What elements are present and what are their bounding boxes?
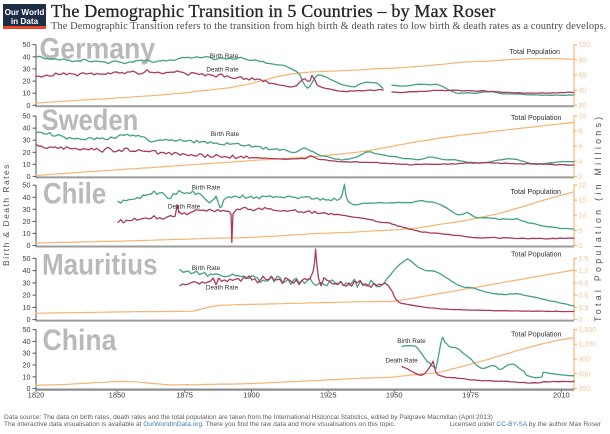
svg-text:2: 2: [579, 174, 583, 181]
svg-text:0: 0: [27, 384, 31, 393]
svg-text:Birth Rate: Birth Rate: [211, 131, 240, 138]
svg-text:0: 0: [27, 172, 31, 181]
svg-text:Death Rate: Death Rate: [168, 204, 201, 211]
svg-text:50: 50: [23, 40, 31, 49]
svg-text:4: 4: [579, 159, 583, 166]
svg-text:1850: 1850: [109, 391, 126, 400]
svg-text:0: 0: [27, 101, 31, 110]
svg-text:Total Population: Total Population: [511, 188, 562, 196]
svg-text:60: 60: [579, 73, 587, 80]
svg-text:Total Population: Total Population: [511, 114, 562, 122]
svg-text:1820: 1820: [28, 391, 45, 400]
svg-text:Birth Rate: Birth Rate: [192, 185, 221, 192]
svg-text:40: 40: [23, 337, 31, 346]
svg-text:Birth Rate: Birth Rate: [210, 53, 239, 60]
svg-text:1925: 1925: [320, 391, 337, 400]
svg-text:30: 30: [23, 349, 31, 358]
svg-text:10: 10: [579, 113, 587, 120]
svg-text:40: 40: [23, 52, 31, 61]
svg-text:30: 30: [23, 205, 31, 214]
svg-text:50: 50: [23, 112, 31, 121]
svg-text:40: 40: [579, 88, 587, 95]
svg-text:20: 20: [23, 77, 31, 86]
svg-text:40: 40: [23, 266, 31, 275]
svg-text:1975: 1975: [462, 391, 479, 400]
svg-text:Death Rate: Death Rate: [385, 358, 418, 365]
svg-text:0.6: 0.6: [579, 293, 589, 300]
svg-text:Sweden: Sweden: [42, 104, 139, 137]
svg-text:20: 20: [579, 103, 587, 110]
svg-text:Total Population (in Millions): Total Population (in Millions): [593, 117, 603, 322]
svg-text:10: 10: [23, 89, 31, 98]
svg-text:80: 80: [579, 57, 587, 64]
svg-text:10: 10: [579, 213, 587, 220]
svg-text:30: 30: [23, 64, 31, 73]
svg-text:50: 50: [23, 181, 31, 190]
svg-text:2010: 2010: [553, 391, 570, 400]
svg-text:20: 20: [579, 183, 587, 190]
svg-text:30: 30: [23, 278, 31, 287]
svg-text:300: 300: [579, 386, 591, 393]
svg-text:Birth Rate: Birth Rate: [192, 265, 221, 272]
svg-text:0: 0: [579, 317, 583, 324]
svg-text:China: China: [43, 324, 117, 357]
svg-text:5: 5: [579, 228, 583, 235]
svg-text:20: 20: [23, 148, 31, 157]
svg-text:40: 40: [23, 193, 31, 202]
svg-text:10: 10: [23, 303, 31, 312]
svg-text:20: 20: [23, 291, 31, 300]
svg-text:10: 10: [23, 229, 31, 238]
svg-text:0: 0: [579, 243, 583, 250]
svg-text:Mauritius: Mauritius: [42, 248, 158, 281]
svg-text:6: 6: [579, 144, 583, 151]
svg-text:40: 40: [23, 124, 31, 133]
svg-text:10: 10: [23, 160, 31, 169]
svg-text:1900: 1900: [243, 391, 260, 400]
svg-text:1,200: 1,200: [579, 342, 597, 349]
svg-text:0.3: 0.3: [579, 305, 589, 312]
svg-text:Total Population: Total Population: [510, 48, 561, 56]
svg-text:50: 50: [23, 254, 31, 263]
svg-text:Birth Rate: Birth Rate: [397, 338, 426, 345]
svg-text:50: 50: [23, 325, 31, 334]
svg-text:Birth & Death Rates: Birth & Death Rates: [1, 165, 11, 266]
svg-text:1875: 1875: [176, 391, 193, 400]
svg-text:1,500: 1,500: [579, 327, 597, 334]
svg-text:15: 15: [579, 198, 587, 205]
svg-text:1.5: 1.5: [579, 256, 589, 263]
svg-text:Chile: Chile: [43, 177, 106, 210]
svg-text:600: 600: [579, 371, 591, 378]
svg-text:1.2: 1.2: [579, 268, 589, 275]
svg-text:Death Rate: Death Rate: [206, 67, 239, 74]
svg-text:0: 0: [27, 241, 31, 250]
svg-text:1950: 1950: [386, 391, 403, 400]
svg-text:8: 8: [579, 128, 583, 135]
svg-text:100: 100: [579, 42, 591, 49]
svg-text:0.9: 0.9: [579, 280, 589, 287]
svg-text:900: 900: [579, 357, 591, 364]
svg-text:Total Population: Total Population: [511, 330, 562, 338]
svg-text:10: 10: [23, 372, 31, 381]
svg-text:0: 0: [27, 315, 31, 324]
svg-text:20: 20: [23, 217, 31, 226]
svg-text:20: 20: [23, 361, 31, 370]
svg-text:Death Rate: Death Rate: [206, 285, 239, 292]
svg-text:Total Population: Total Population: [511, 250, 562, 258]
svg-text:30: 30: [23, 136, 31, 145]
